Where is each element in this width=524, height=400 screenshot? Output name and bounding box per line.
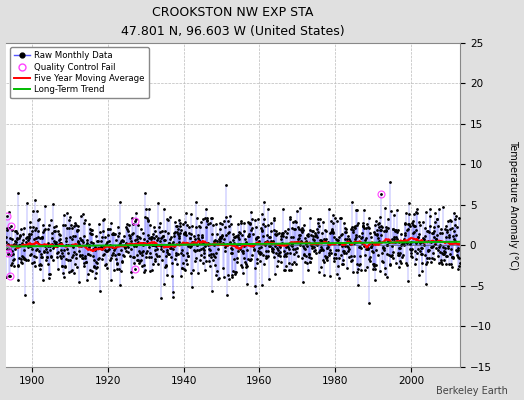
Text: Berkeley Earth: Berkeley Earth: [436, 386, 508, 396]
Legend: Raw Monthly Data, Quality Control Fail, Five Year Moving Average, Long-Term Tren: Raw Monthly Data, Quality Control Fail, …: [10, 47, 149, 98]
Title: CROOKSTON NW EXP STA
47.801 N, 96.603 W (United States): CROOKSTON NW EXP STA 47.801 N, 96.603 W …: [121, 6, 345, 38]
Y-axis label: Temperature Anomaly (°C): Temperature Anomaly (°C): [508, 140, 518, 270]
